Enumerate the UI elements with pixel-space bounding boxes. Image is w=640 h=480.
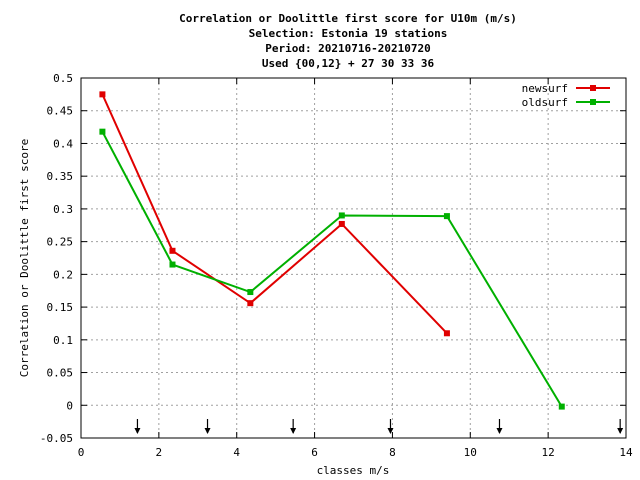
- y-tick-label: 0.25: [47, 236, 74, 249]
- class-marker-arrow: [134, 419, 141, 434]
- x-tick-label: 10: [464, 446, 477, 459]
- grid: [81, 78, 626, 438]
- legend-marker: [590, 99, 596, 105]
- legend-label: newsurf: [522, 82, 568, 95]
- data-point-newsurf: [443, 330, 450, 337]
- x-tick-label: 14: [619, 446, 633, 459]
- y-tick-label: 0: [66, 399, 73, 412]
- data-point-oldsurf: [443, 213, 450, 220]
- chart-title: Correlation or Doolittle first score for…: [179, 12, 517, 70]
- legend-label: oldsurf: [522, 96, 568, 109]
- data-point-oldsurf: [247, 289, 254, 296]
- data-point-newsurf: [247, 300, 254, 307]
- y-tick-label: 0.35: [47, 170, 74, 183]
- data-point-oldsurf: [99, 128, 106, 135]
- arrow-head: [387, 428, 394, 434]
- y-tick-label: 0.05: [47, 367, 74, 380]
- title-line: Selection: Estonia 19 stations: [249, 27, 448, 40]
- y-tick-label: 0.45: [47, 105, 74, 118]
- y-tick-labels: -0.05 0 0.05 0.1 0.15 0.2 0.25 0.3 0.35 0.4 0.45 0.…: [40, 72, 73, 445]
- x-tick-label: 0: [78, 446, 85, 459]
- plot-frame: [80, 77, 627, 439]
- axis-ticks: [80, 77, 627, 439]
- legend-item-oldsurf: oldsurf: [522, 96, 610, 109]
- y-tick-label: 0.1: [53, 334, 73, 347]
- x-tick-label: 2: [156, 446, 163, 459]
- series: [99, 91, 565, 410]
- y-tick-label: 0.4: [53, 137, 73, 150]
- arrow-head: [290, 428, 297, 434]
- data-point-oldsurf: [558, 403, 565, 410]
- legend-item-newsurf: newsurf: [522, 82, 610, 95]
- series-line-oldsurf: [101, 131, 563, 408]
- legend-marker: [590, 85, 596, 91]
- x-tick-label: 12: [542, 446, 555, 459]
- title-line: Correlation or Doolittle first score for…: [179, 12, 517, 25]
- arrow-head: [496, 428, 503, 434]
- y-axis-label: Correlation or Doolittle first score: [18, 139, 31, 377]
- arrow-head: [134, 428, 141, 434]
- y-tick-label: -0.05: [40, 432, 73, 445]
- series-line-newsurf: [101, 93, 448, 334]
- data-point-oldsurf: [338, 212, 345, 219]
- y-tick-label: 0.5: [53, 72, 73, 85]
- x-tick-label: 8: [389, 446, 396, 459]
- title-line: Period: 20210716-20210720: [265, 42, 431, 55]
- series-oldsurf: [99, 128, 565, 410]
- x-tick-label: 6: [311, 446, 318, 459]
- class-marker-arrow: [290, 419, 297, 434]
- series-newsurf: [99, 91, 450, 337]
- title-line: Used {00,12} + 27 30 33 36: [262, 57, 435, 70]
- arrow-head: [617, 428, 624, 434]
- arrow-head: [204, 428, 211, 434]
- class-markers: [134, 419, 624, 434]
- x-axis-label: classes m/s: [317, 464, 390, 477]
- data-point-newsurf: [169, 247, 176, 254]
- x-tick-labels: 0 2 4 6 8 10 12 14: [78, 446, 633, 459]
- y-tick-label: 0.2: [53, 268, 73, 281]
- class-marker-arrow: [617, 419, 624, 434]
- class-marker-arrow: [496, 419, 503, 434]
- class-marker-arrow: [204, 419, 211, 434]
- data-point-newsurf: [338, 220, 345, 227]
- x-tick-label: 4: [233, 446, 240, 459]
- data-point-newsurf: [99, 91, 106, 98]
- y-tick-label: 0.3: [53, 203, 73, 216]
- data-point-oldsurf: [169, 261, 176, 268]
- class-marker-arrow: [387, 419, 394, 434]
- y-tick-label: 0.15: [47, 301, 74, 314]
